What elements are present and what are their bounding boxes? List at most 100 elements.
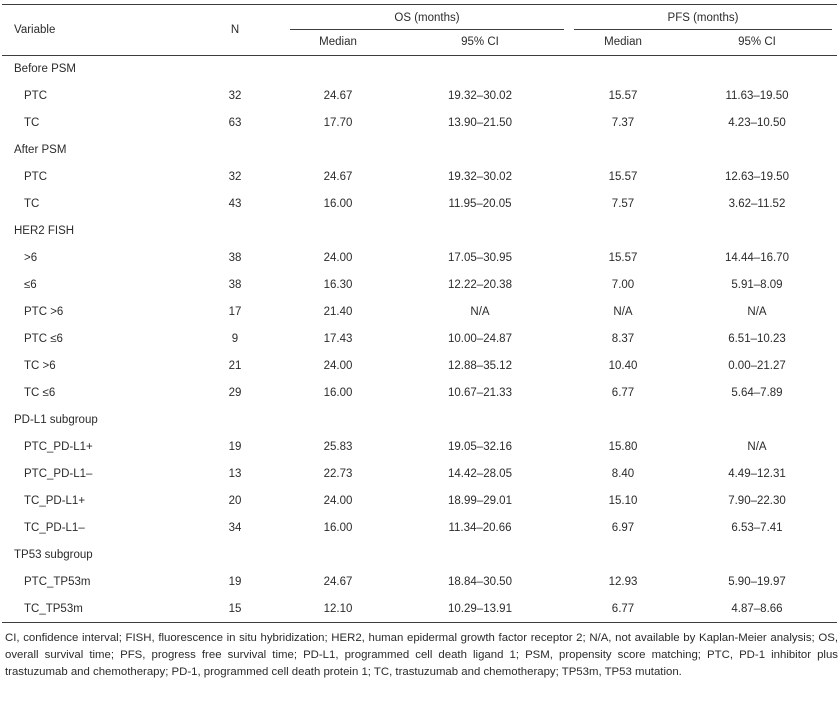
cell-variable: TC_TP53m [2,595,185,623]
section-row: After PSM [2,137,837,164]
cell-os-ci: 19.05–32.16 [448,441,512,453]
cell-variable: ≤6 [24,279,37,291]
cell-variable: PTC_TP53m [24,576,91,588]
table-row: PTC_TP53m 19 24.67 18.84–30.50 12.93 5.90–19.… [2,569,837,596]
table-row: PTC_PD-L1– 13 22.73 14.42–28.05 8.40 4.49–12.… [2,461,837,488]
section-row: TP53 subgroup [2,542,837,569]
table-body: Before PSM PTC 32 24.67 19.32–30.02 15.57 11.6… [2,56,837,623]
col-header-os-median: Median [285,29,391,56]
cell-os-median: 17.70 [323,117,353,129]
table-row: TC 43 16.00 11.95–20.05 7.57 3.62–11.52 [2,191,837,218]
cell-variable: TC >6 [24,360,56,372]
cell-pfs-ci: 5.90–19.97 [728,576,786,588]
cell-variable: TC [24,117,40,129]
cell-pfs-ci: 3.62–11.52 [728,198,786,210]
cell-n: 17 [228,306,242,318]
cell-pfs-ci: 11.63–19.50 [725,90,789,102]
cell-pfs-median: 15.57 [608,90,638,102]
col-header-variable: Variable [2,4,185,56]
cell-os-ci: 10.29–13.91 [391,595,569,623]
cell-os-median: 24.67 [323,90,353,102]
section-label: Before PSM [14,63,76,76]
table-footnote: CI, confidence interval; FISH, fluoresce… [5,632,838,678]
cell-n: 21 [228,360,242,372]
cell-os-median: 24.00 [323,495,353,507]
cell-n: 19 [228,441,242,453]
cell-os-median: 16.00 [323,522,353,534]
cell-os-median: 22.73 [323,468,353,480]
section-label: PD-L1 subgroup [14,414,98,426]
table-row: PTC_PD-L1+ 19 25.83 19.05–32.16 15.80 N/A [2,434,837,461]
cell-os-median: 24.67 [323,171,353,183]
cell-os-ci: 10.00–24.87 [448,333,512,345]
cell-os-median: 25.83 [323,441,353,453]
cell-os-median: 24.67 [323,576,353,588]
cell-pfs-median: 12.93 [608,576,638,588]
cell-pfs-ci: N/A [747,441,767,453]
cell-pfs-median: 6.77 [611,387,635,399]
table-row: PTC ≤6 9 17.43 10.00–24.87 8.37 6.51–10.23 [2,326,837,353]
cell-pfs-median: 8.37 [611,333,635,345]
cell-pfs-median: 10.40 [608,360,638,372]
cell-pfs-ci: N/A [747,306,767,318]
cell-os-ci: 18.99–29.01 [448,495,512,507]
cell-variable: PTC_PD-L1+ [24,441,93,453]
cell-os-ci: N/A [470,306,490,318]
table-row: TC 63 17.70 13.90–21.50 7.37 4.23–10.50 [2,110,837,137]
col-header-pfs-ci: 95% CI [677,29,837,56]
cell-pfs-median: 8.40 [611,468,635,480]
cell-variable: PTC_PD-L1– [24,468,93,480]
cell-pfs-ci: 14.44–16.70 [725,252,789,264]
cell-os-ci: 12.88–35.12 [448,360,512,372]
cell-os-median: 16.00 [323,387,353,399]
cell-variable: TC_PD-L1– [24,522,85,534]
table-row: PTC 32 24.67 19.32–30.02 15.57 12.63–19.50 [2,164,837,191]
survival-results-table: Variable N OS (months) PFS (months) Medi… [2,4,837,623]
cell-n: 9 [231,333,239,345]
table-row: >6 38 24.00 17.05–30.95 15.57 14.44–16.70 [2,245,837,272]
cell-n: 13 [228,468,242,480]
cell-variable: TC_PD-L1+ [24,495,86,507]
cell-variable: PTC ≤6 [24,333,63,345]
cell-os-ci: 17.05–30.95 [448,252,512,264]
cell-os-ci: 13.90–21.50 [448,117,512,129]
cell-os-median: 24.00 [323,252,353,264]
col-group-pfs: PFS (months) [569,5,837,30]
cell-os-median: 24.00 [323,360,353,372]
cell-n: 19 [228,576,242,588]
table-row: PTC 32 24.67 19.32–30.02 15.57 11.63–19.50 [2,83,837,110]
cell-pfs-median: 15.80 [608,441,638,453]
cell-pfs-ci: 7.90–22.30 [728,495,786,507]
table-row: PTC >6 17 21.40 N/A N/A N/A [2,299,837,326]
section-label: After PSM [14,144,67,156]
cell-os-ci: 14.42–28.05 [448,468,512,480]
cell-pfs-ci: 4.49–12.31 [728,468,786,480]
cell-os-ci: 19.32–30.02 [448,90,512,102]
cell-pfs-median: 7.57 [611,198,635,210]
table-row: ≤6 38 16.30 12.22–20.38 7.00 5.91–8.09 [2,272,837,299]
cell-os-median: 21.40 [323,306,353,318]
cell-os-ci: 10.67–21.33 [448,387,512,399]
cell-variable: PTC [24,90,47,102]
cell-variable: TC [24,198,40,210]
cell-n: 32 [228,171,242,183]
cell-pfs-ci: 5.91–8.09 [731,279,783,291]
cell-n: 32 [228,90,242,102]
table-header: Variable N OS (months) PFS (months) Medi… [2,4,837,56]
cell-pfs-ci: 4.87–8.66 [677,595,837,623]
cell-variable: >6 [24,252,38,264]
table-row: TC >6 21 24.00 12.88–35.12 10.40 0.00–21.27 [2,353,837,380]
table-row: TC_TP53m 15 12.10 10.29–13.91 6.77 4.87–8.66 [2,595,837,623]
cell-pfs-ci: 0.00–21.27 [728,360,786,372]
col-header-pfs-median: Median [569,29,677,56]
cell-pfs-ci: 6.51–10.23 [728,333,786,345]
cell-os-median: 12.10 [285,595,391,623]
cell-pfs-median: 15.57 [608,252,638,264]
cell-os-ci: 11.34–20.66 [448,522,512,534]
cell-n: 38 [228,279,242,291]
cell-n: 34 [228,522,242,534]
cell-variable: PTC >6 [24,306,64,318]
section-row: Before PSM [2,56,837,83]
cell-os-median: 16.30 [323,279,353,291]
